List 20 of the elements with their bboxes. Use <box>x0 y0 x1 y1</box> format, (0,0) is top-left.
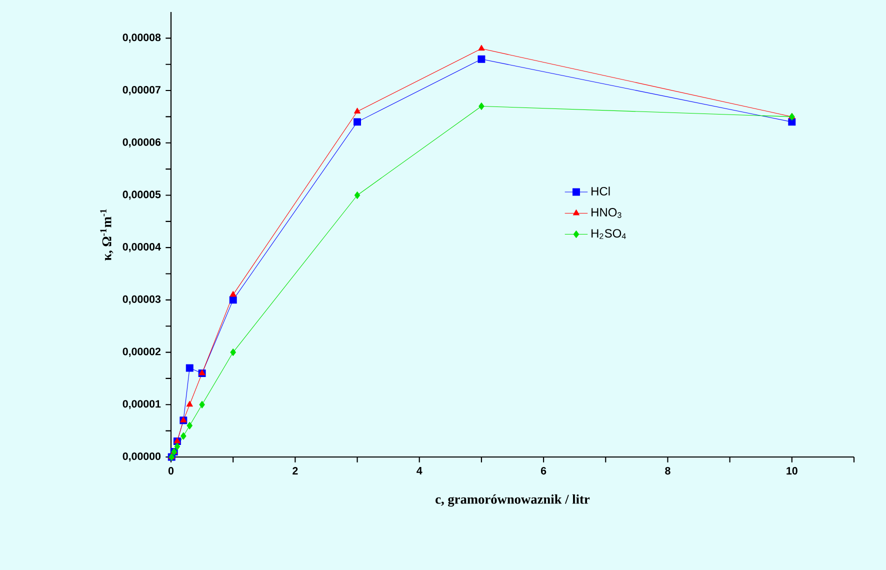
legend-label: HNO$_{3}$ <box>592 208 622 218</box>
y-axis-title: κ, Ω$^{-1}$m$^{-1}$ <box>100 209 114 261</box>
y-tick-label: 0,00000 <box>122 452 161 462</box>
x-tick-label: 10 <box>786 467 798 475</box>
legend-label: HCl <box>592 186 610 196</box>
y-tick-label: 0,00007 <box>122 86 160 96</box>
y-tick-label: 0,00004 <box>122 243 161 252</box>
x-tick-label: 2 <box>292 467 298 474</box>
x-tick-label: 8 <box>665 467 670 475</box>
x-tick-label: 0 <box>168 467 174 475</box>
x-axis-title: c, gramorównowaznik / litr <box>436 494 590 507</box>
x-tick-label: 4 <box>416 467 422 474</box>
x-tick-label: 6 <box>540 467 546 475</box>
y-tick-label: 0,00006 <box>122 138 161 148</box>
legend-label: H$_{2}$SO$_{4}$ <box>592 229 626 239</box>
y-tick-label: 0,00008 <box>122 34 161 43</box>
y-tick-label: 0,00002 <box>122 348 161 357</box>
y-tick-label: 0,00005 <box>122 190 161 200</box>
y-tick-label: 0,00001 <box>122 400 161 410</box>
y-tick-label: 0,00003 <box>122 295 161 304</box>
